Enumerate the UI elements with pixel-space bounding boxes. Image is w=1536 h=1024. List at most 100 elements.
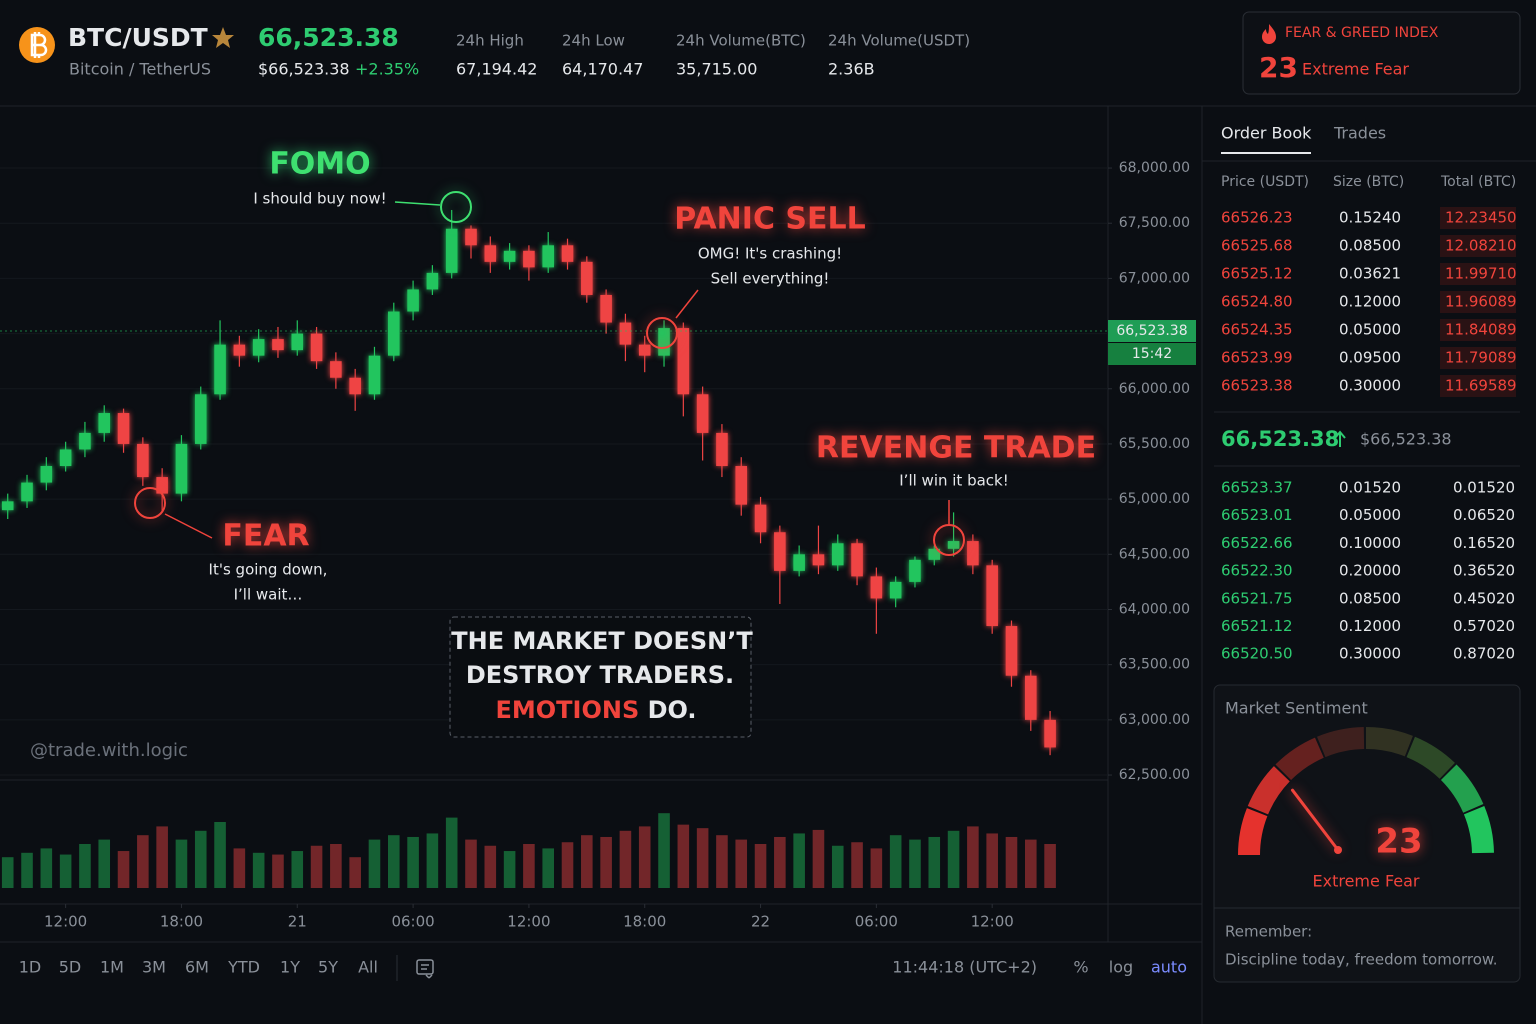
volume-bar (870, 848, 883, 888)
volume-bar (542, 848, 554, 888)
volume-bar (156, 826, 168, 888)
bid-size: 0.30000 (1339, 645, 1401, 663)
volume-bar (967, 826, 979, 888)
volume-bar (59, 854, 72, 888)
fear-greed-title: FEAR & GREED INDEX (1285, 25, 1439, 41)
chart-option[interactable]: auto (1151, 958, 1187, 977)
candle-body (156, 477, 168, 494)
ask-price: 66524.80 (1221, 293, 1293, 311)
annotation-title: PANIC SELL (674, 202, 866, 237)
depth-shade (1440, 319, 1516, 341)
period-button[interactable]: 6M (185, 958, 209, 977)
annotation-circle (933, 524, 965, 556)
candle-body (600, 294, 612, 323)
gauge-segment (1238, 808, 1268, 855)
chart-option[interactable]: log (1109, 958, 1133, 977)
y-tick-label: 65,500.00 (1119, 436, 1190, 452)
candle-body (735, 466, 748, 505)
period-button[interactable]: 5D (59, 958, 82, 977)
volume-bar (1024, 839, 1037, 888)
candle-body (214, 344, 226, 395)
annotations: FOMO I should buy now! PANIC SELL OMG! It's… (134, 147, 1096, 604)
period-button[interactable]: 1D (19, 958, 42, 977)
tab[interactable]: Order Book (1221, 124, 1312, 143)
volume-bar (851, 842, 863, 888)
annotation-circle (134, 487, 166, 519)
ask-total: 11.99710 (1445, 265, 1517, 283)
volume-bar (503, 851, 516, 888)
candle-body (503, 250, 516, 262)
ask-size: 0.12000 (1339, 293, 1401, 311)
x-tick-label: 22 (751, 913, 770, 931)
annotation-text: I’ll win it back! (899, 472, 1008, 490)
y-tick-label: 67,500.00 (1119, 215, 1190, 231)
fear-greed-box (1242, 11, 1521, 95)
ask-size: 0.03621 (1339, 265, 1401, 283)
volume-bar (638, 826, 651, 888)
message-line: THE MARKET DOESN’T (451, 627, 753, 655)
period-button[interactable]: YTD (227, 958, 260, 977)
volume-bar (214, 822, 226, 888)
candle-body (1024, 675, 1037, 720)
y-tick-label: 64,000.00 (1119, 601, 1190, 617)
volume-bar (465, 839, 477, 888)
gauge-segment (1440, 764, 1484, 813)
ask-price: 66523.99 (1221, 349, 1293, 367)
stat-label: 24h Volume(BTC) (676, 32, 806, 50)
clock: 11:44:18 (UTC+2) (892, 958, 1037, 977)
period-button[interactable]: 1Y (280, 958, 300, 977)
volume-bar (1, 857, 14, 888)
volume-bar (889, 835, 902, 888)
coin-logo-glyph (30, 32, 48, 58)
ask-total: 12.08210 (1445, 237, 1517, 255)
x-tick-label: 06:00 (391, 913, 434, 931)
period-button[interactable]: All (358, 958, 378, 977)
volume-bar (986, 833, 998, 888)
candle-body (387, 311, 400, 356)
candle-body (889, 581, 902, 599)
countdown: 15:42 (1132, 346, 1172, 362)
volume-bar (696, 828, 709, 888)
x-tick-label: 12:00 (507, 913, 550, 931)
annotation-text: It's going down, (209, 561, 328, 579)
period-button[interactable]: 5Y (318, 958, 338, 977)
gauge-segment (1247, 766, 1290, 815)
gauge (1238, 727, 1494, 855)
volume-bar (754, 844, 767, 888)
period-button[interactable]: 3M (142, 958, 166, 977)
tab[interactable]: Trades (1333, 124, 1386, 143)
candle-body (967, 541, 979, 566)
bid-size: 0.12000 (1339, 617, 1401, 635)
axes: 62,500.00 63,000.00 63,500.00 64,000.00 64,5… (0, 160, 1196, 931)
stat-label: 24h High (456, 32, 524, 50)
favorite-star[interactable] (212, 27, 234, 48)
candle-body (581, 261, 593, 295)
volume-bar (98, 839, 111, 888)
candle-body (426, 272, 439, 290)
bid-price: 66523.37 (1221, 479, 1293, 497)
candle-body (523, 250, 535, 268)
chart-option[interactable]: % (1073, 958, 1088, 977)
volume-bar (484, 845, 497, 888)
up-arrow (1334, 430, 1346, 447)
grid (0, 167, 1108, 776)
candle-body (233, 344, 246, 356)
sentiment-value: 23 (1375, 822, 1422, 862)
period-button[interactable]: 1M (100, 958, 124, 977)
candle-body (137, 443, 149, 478)
candle-body (79, 432, 91, 450)
compare-icon[interactable] (416, 959, 434, 979)
volume-bar (793, 833, 805, 888)
candle-body (986, 565, 998, 627)
bid-total: 0.45020 (1453, 589, 1515, 607)
volume-bar (600, 836, 612, 888)
ask-price: 66524.35 (1221, 321, 1293, 339)
candle-body (117, 413, 130, 444)
bid-total: 0.87020 (1453, 645, 1515, 663)
y-tick-label: 62,500.00 (1119, 767, 1190, 783)
candle-body (812, 554, 825, 566)
annotation-title: FOMO (269, 147, 370, 182)
stat-label: 24h Low (562, 32, 625, 50)
